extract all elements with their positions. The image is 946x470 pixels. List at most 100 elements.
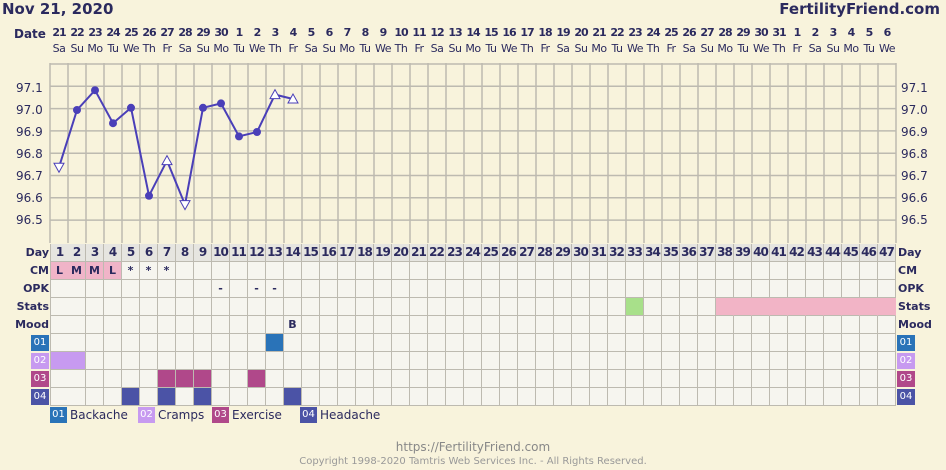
weekday-label: Fr: [414, 42, 424, 55]
s3-cell: [356, 388, 374, 406]
s3-cell: [302, 388, 320, 406]
opk-cell: [374, 280, 392, 298]
s3-cell: [122, 388, 140, 406]
weekday-label: We: [375, 42, 392, 55]
weekday-label: Th: [520, 42, 534, 55]
footer-url[interactable]: https://FertilityFriend.com: [395, 440, 551, 454]
mood-cell: [194, 316, 212, 334]
date-label: 4: [847, 26, 856, 39]
weekday-label: Fr: [162, 42, 172, 55]
cm-cell: [788, 262, 806, 280]
s1-cell: [68, 352, 86, 370]
symptom-badge-04: 04: [31, 389, 49, 405]
s0-cell: [554, 334, 572, 352]
date-label: 8: [361, 26, 370, 39]
weekday-label: Tu: [863, 42, 875, 55]
mood-cell: [140, 316, 158, 334]
s2-cell: [356, 370, 374, 388]
day-number: 1: [50, 244, 69, 262]
s0-cell: [158, 334, 176, 352]
stats-cell: [356, 298, 374, 316]
s1-cell: [644, 352, 662, 370]
day-number: 43: [806, 244, 824, 262]
s1-cell: [122, 352, 140, 370]
stats-cell: [212, 298, 230, 316]
opk-cell: [194, 280, 212, 298]
mood-cell: [608, 316, 626, 334]
s3-cell: [104, 388, 122, 406]
opk-cell: [752, 280, 770, 298]
y-tick-label-right: 96.6: [901, 191, 928, 205]
s3-cell: [374, 388, 392, 406]
day-number: 33: [626, 244, 644, 262]
temperature-point-open: [179, 200, 191, 211]
s2-cell: [806, 370, 824, 388]
weekday-label: Su: [700, 42, 714, 55]
s1-cell: [482, 352, 500, 370]
row-label-opk: OPK: [23, 282, 49, 295]
mood-cell: [806, 316, 824, 334]
weekday-label: Su: [574, 42, 588, 55]
opk-cell: [608, 280, 626, 298]
stats-cell: [572, 298, 590, 316]
cm-cell: [824, 262, 842, 280]
opk-cell: -: [248, 280, 266, 298]
stats-cell: [878, 298, 896, 316]
cm-cell: [518, 262, 536, 280]
mood-cell: [230, 316, 248, 334]
day-number: 39: [734, 244, 752, 262]
weekday-label: Su: [70, 42, 84, 55]
weekday-label: We: [627, 42, 644, 55]
day-number: 38: [716, 244, 734, 262]
mood-cell: [266, 316, 284, 334]
mood-cell: [338, 316, 356, 334]
mood-cell: [176, 316, 194, 334]
date-label: 24: [646, 26, 660, 39]
stats-cell: [68, 298, 86, 316]
row-label-opk: OPK: [898, 282, 924, 295]
stats-cell: [608, 298, 626, 316]
day-number: 14: [284, 244, 302, 262]
s3-cell: [536, 388, 554, 406]
y-tick-label-right: 96.7: [901, 169, 928, 183]
brand-logo[interactable]: FertilityFriend.com: [779, 0, 940, 18]
s0-cell: [86, 334, 104, 352]
s0-cell: [266, 334, 284, 352]
day-number: 3: [86, 244, 104, 262]
date-label: 25: [664, 26, 678, 39]
s2-cell: [626, 370, 644, 388]
s0-cell: [410, 334, 428, 352]
mood-cell: [392, 316, 410, 334]
temperature-point: [91, 86, 99, 95]
day-number: 22: [428, 244, 446, 262]
y-tick-label-left: 96.7: [16, 169, 43, 183]
cm-cell: [554, 262, 572, 280]
temperature-point-open: [287, 92, 299, 104]
mood-cell: [212, 316, 230, 334]
date-label: 20: [574, 26, 588, 39]
s3-cell: [482, 388, 500, 406]
opk-cell: [842, 280, 860, 298]
stats-cell: [320, 298, 338, 316]
day-number: 27: [518, 244, 536, 262]
date-label: 28: [178, 26, 192, 39]
opk-cell: [482, 280, 500, 298]
weekday-label: Tu: [359, 42, 371, 55]
s2-cell: [824, 370, 842, 388]
s3-cell: [680, 388, 698, 406]
weekday-label: Tu: [737, 42, 749, 55]
s3-cell: [410, 388, 428, 406]
footer-copyright: Copyright 1998-2020 Tamtris Web Services…: [299, 456, 647, 467]
mood-cell: [500, 316, 518, 334]
stats-cell: [230, 298, 248, 316]
date-row-label: Date: [14, 27, 46, 41]
s0-cell: [176, 334, 194, 352]
date-label: 7: [343, 26, 352, 39]
s2-cell: [68, 370, 86, 388]
cm-cell: [644, 262, 662, 280]
mood-cell: [770, 316, 788, 334]
day-number: 44: [824, 244, 842, 262]
legend-label: Cramps: [158, 408, 205, 422]
day-number: 46: [860, 244, 878, 262]
